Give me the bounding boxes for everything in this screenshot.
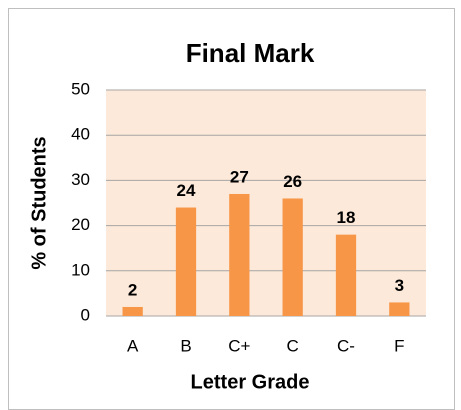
y-axis-title: % of Students <box>28 136 50 269</box>
bar <box>389 302 410 316</box>
bar <box>282 198 303 316</box>
data-label: 3 <box>395 276 404 295</box>
y-tick-label: 40 <box>71 125 90 144</box>
x-tick-label: C <box>287 336 299 355</box>
y-tick-label: 0 <box>81 305 90 324</box>
data-label: 27 <box>230 167 249 186</box>
x-tick-label: B <box>180 336 191 355</box>
bar <box>335 234 357 316</box>
x-tick-label: F <box>394 336 404 355</box>
data-label: 24 <box>177 181 196 200</box>
y-tick-label: 30 <box>71 170 90 189</box>
bar <box>175 207 197 316</box>
bar <box>122 306 143 316</box>
data-label: 26 <box>283 172 302 191</box>
plot-area <box>106 90 426 316</box>
x-tick-label: C- <box>337 336 355 355</box>
data-label: 2 <box>128 280 137 299</box>
bar <box>229 193 250 316</box>
y-tick-label: 50 <box>71 79 90 98</box>
x-axis-title: Letter Grade <box>191 371 310 393</box>
x-tick-label: C+ <box>228 336 250 355</box>
x-tick-label: A <box>127 336 139 355</box>
y-tick-label: 20 <box>71 215 90 234</box>
y-tick-label: 10 <box>71 260 90 279</box>
chart-title: Final Mark <box>186 38 315 68</box>
data-label: 18 <box>337 208 356 227</box>
